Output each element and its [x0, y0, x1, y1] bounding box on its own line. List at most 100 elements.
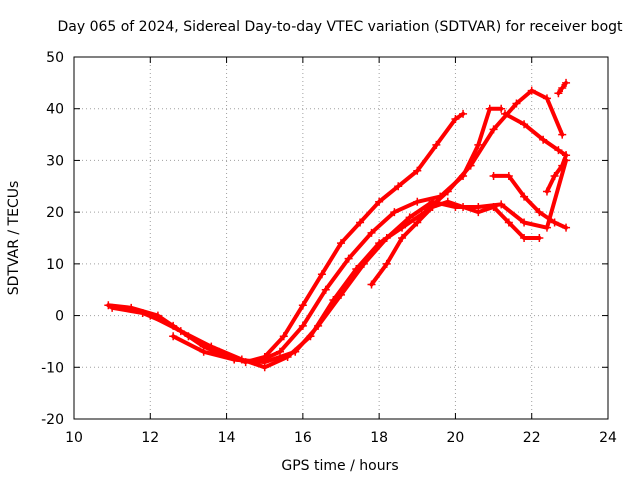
data-point — [554, 146, 563, 155]
data-point — [562, 151, 571, 160]
data-point — [298, 301, 307, 310]
data-point — [443, 187, 452, 196]
series-line — [545, 153, 568, 194]
data-point — [207, 342, 216, 351]
series-line — [171, 158, 568, 365]
data-point — [321, 285, 330, 294]
data-point — [275, 347, 284, 356]
series-track-2 — [108, 104, 506, 367]
data-point — [554, 89, 563, 98]
data-point — [550, 218, 559, 227]
data-point — [562, 223, 571, 232]
data-point — [390, 208, 399, 217]
data-point — [138, 308, 147, 317]
data-point — [497, 200, 506, 209]
data-point — [260, 358, 269, 367]
grid-lines — [74, 57, 608, 419]
data-point — [279, 332, 288, 341]
x-tick-label: 10 — [65, 430, 83, 446]
data-point — [542, 94, 551, 103]
series-line — [369, 199, 542, 287]
data-point — [382, 234, 391, 242]
data-point — [539, 135, 548, 144]
data-point — [432, 140, 441, 149]
data-point — [550, 171, 559, 180]
data-point — [474, 140, 483, 149]
data-point — [394, 182, 403, 191]
data-point — [314, 321, 323, 330]
y-tick-label: 50 — [46, 50, 64, 66]
data-point — [169, 332, 178, 341]
y-tick-label: 0 — [55, 309, 64, 325]
data-point — [199, 347, 208, 356]
data-point — [337, 239, 345, 248]
plot-frame — [73, 56, 609, 420]
data-point — [359, 259, 368, 268]
data-point — [291, 347, 300, 356]
y-tick-label: -10 — [41, 360, 64, 376]
data-point — [489, 125, 498, 134]
data-point — [542, 187, 551, 196]
data-point — [298, 321, 307, 330]
data-point — [405, 213, 414, 222]
y-tick-label: 30 — [46, 153, 64, 169]
data-point — [497, 104, 506, 113]
x-tick-label: 18 — [370, 430, 388, 446]
data-point — [520, 120, 529, 129]
series-track-4 — [169, 156, 571, 367]
data-point — [443, 197, 452, 206]
data-point — [512, 99, 521, 108]
data-point — [398, 234, 407, 242]
y-axis-label: SDTVAR / TECUs — [6, 181, 22, 296]
data-point — [367, 228, 376, 237]
data-point — [527, 86, 536, 95]
data-marks — [104, 78, 571, 372]
x-tick-label: 16 — [294, 430, 312, 446]
data-point — [146, 311, 155, 320]
series-track-1 — [104, 109, 468, 367]
data-point — [466, 161, 475, 170]
x-axis-label: GPS time / hours — [281, 458, 398, 474]
data-point — [558, 84, 567, 93]
y-tick-label: -20 — [41, 412, 64, 428]
data-point — [413, 197, 422, 206]
data-point — [542, 223, 551, 232]
data-point — [317, 270, 326, 279]
data-point — [489, 171, 498, 180]
data-point — [337, 290, 345, 299]
data-point — [367, 280, 376, 289]
data-point — [356, 218, 365, 227]
data-point — [382, 259, 391, 268]
data-point — [459, 109, 468, 118]
data-point — [501, 109, 510, 118]
data-point — [230, 355, 239, 364]
x-tick-label: 14 — [218, 430, 236, 446]
data-point — [375, 197, 384, 206]
x-tick-label: 24 — [599, 430, 617, 446]
data-point — [108, 303, 117, 312]
data-point — [459, 202, 468, 211]
data-point — [520, 218, 529, 227]
x-tick-label: 20 — [447, 430, 465, 446]
data-point — [428, 202, 437, 211]
data-point — [485, 104, 494, 113]
data-point — [413, 166, 422, 175]
data-point — [504, 218, 513, 227]
data-point — [413, 218, 422, 227]
data-point — [451, 115, 460, 124]
data-point — [504, 171, 513, 180]
chart-title: Day 065 of 2024, Sidereal Day-to-day VTE… — [57, 19, 623, 35]
series-track-5 — [367, 197, 544, 289]
data-point — [520, 234, 529, 242]
series-track-9 — [554, 78, 571, 98]
data-point — [474, 208, 483, 217]
data-point — [562, 78, 571, 87]
series-track-8 — [542, 151, 571, 196]
data-point — [344, 254, 353, 263]
x-tick-label: 12 — [141, 430, 159, 446]
series-track-6 — [489, 171, 571, 232]
data-point — [558, 130, 567, 139]
y-tick-label: 40 — [46, 102, 64, 118]
x-tick-label: 22 — [523, 430, 541, 446]
